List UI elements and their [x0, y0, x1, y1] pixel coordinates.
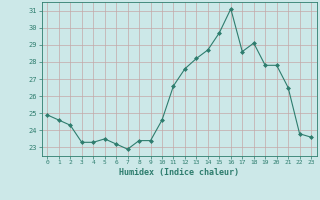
X-axis label: Humidex (Indice chaleur): Humidex (Indice chaleur): [119, 168, 239, 177]
